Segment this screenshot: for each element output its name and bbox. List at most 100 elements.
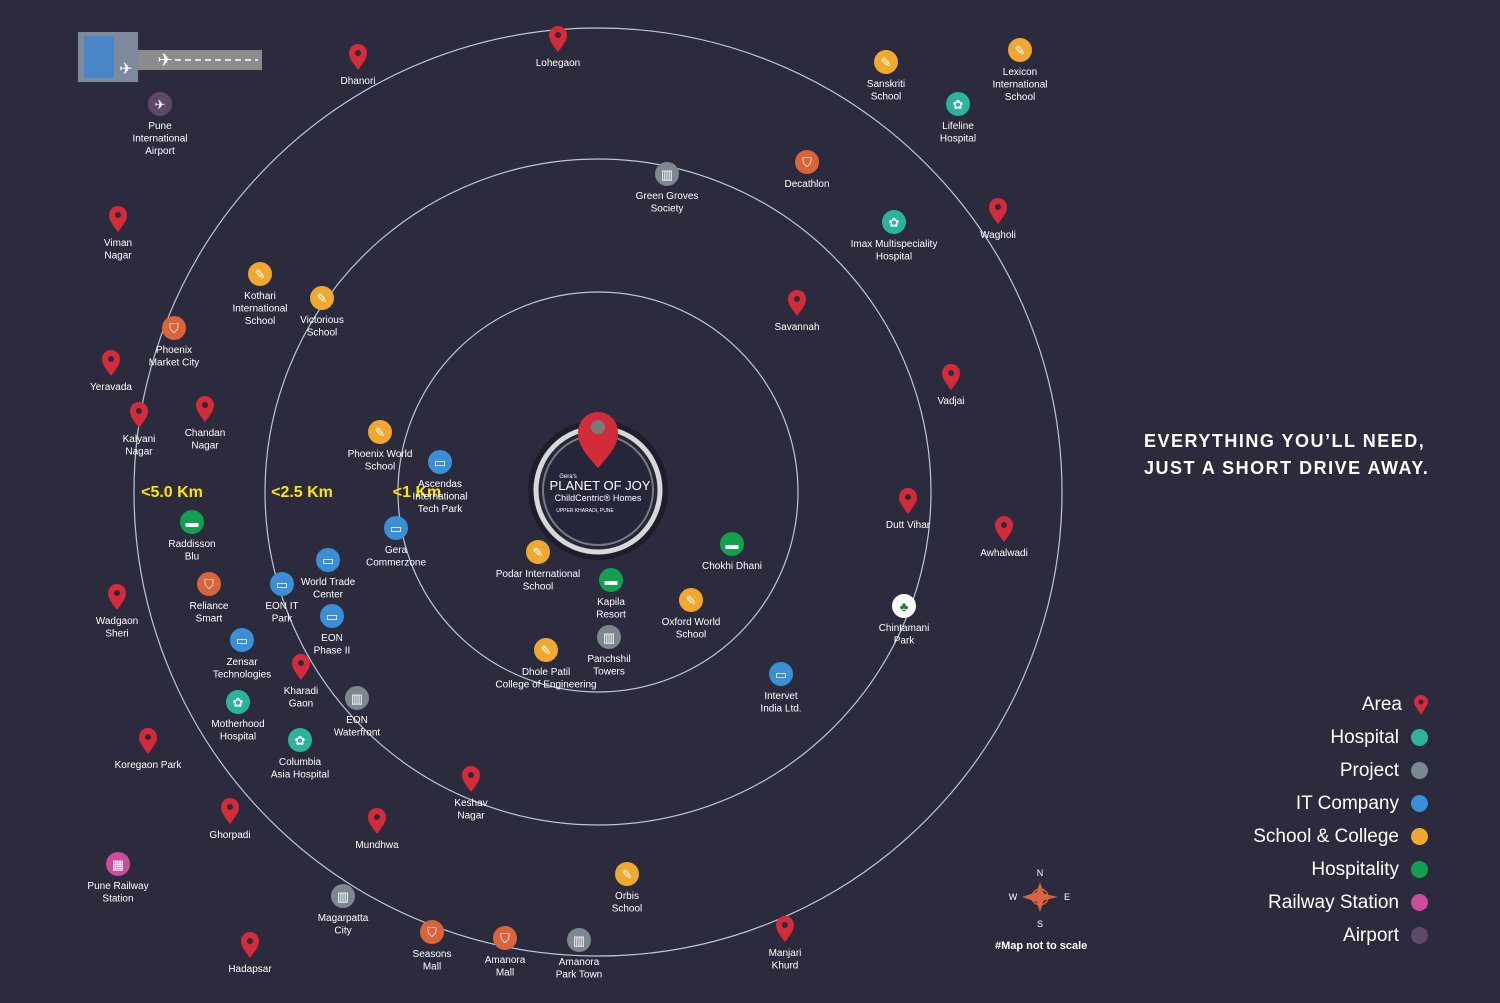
place-green-groves-society[interactable]: ▥ Green Groves Society xyxy=(636,162,699,215)
place-intervet-india-ltd[interactable]: ▭ Intervet India Ltd. xyxy=(760,662,802,715)
place-amanora-park-town[interactable]: ▥ Amanora Park Town xyxy=(556,928,603,981)
place-kalyani-nagar[interactable]: Kalyani Nagar xyxy=(123,402,156,458)
place-phoenix-market-city[interactable]: ⛉ Phoenix Market City xyxy=(149,316,200,369)
place-label: Technologies xyxy=(213,670,271,681)
place-label: Station xyxy=(102,894,133,905)
place-motherhood-hospital[interactable]: ✿ Motherhood Hospital xyxy=(211,690,265,743)
project-center-badge[interactable]: Gera's PLANET OF JOY ChildCentric® Homes… xyxy=(528,412,668,560)
place-ghorpadi[interactable]: Ghorpadi xyxy=(209,798,251,841)
place-label: Imax Multispeciality xyxy=(851,239,938,250)
place-dhole-patil-college-of-engineering[interactable]: ✎ Dhole Patil College of Engineering xyxy=(495,638,597,691)
area-pin-icon xyxy=(139,728,157,754)
place-phoenix-world-school[interactable]: ✎ Phoenix World School xyxy=(348,420,413,473)
shopping-icon xyxy=(162,316,186,340)
place-label: Dhole Patil xyxy=(522,667,570,678)
place-label: Center xyxy=(313,590,344,601)
place-chokhi-dhani[interactable]: ▬ Chokhi Dhani xyxy=(702,532,762,572)
shopping-icon xyxy=(795,150,819,174)
place-koregaon-park[interactable]: Koregaon Park xyxy=(115,728,183,771)
icon-glyph: ▥ xyxy=(603,630,615,645)
place-label: Panchshil xyxy=(587,654,630,665)
place-vadjai[interactable]: Vadjai xyxy=(937,364,965,407)
place-hadapsar[interactable]: Hadapsar xyxy=(228,932,272,975)
tagline: EVERYTHING YOU’LL NEED, JUST A SHORT DRI… xyxy=(1144,428,1429,482)
place-reliance-smart[interactable]: ⛉ Reliance Smart xyxy=(190,572,229,625)
tagline-line-1: EVERYTHING YOU’LL NEED, xyxy=(1144,431,1426,451)
place-dutt-vihar[interactable]: Dutt Vihar xyxy=(886,488,931,531)
place-pune-railway-station[interactable]: ▦ Pune Railway Station xyxy=(87,852,149,905)
pin-hole xyxy=(202,402,208,408)
place-amanora-mall[interactable]: ⛉ Amanora Mall xyxy=(485,926,526,979)
place-oxford-world-school[interactable]: ✎ Oxford World School xyxy=(662,588,721,641)
place-eon-phase-ii[interactable]: ▭ EON Phase II xyxy=(314,604,351,657)
school-icon xyxy=(679,588,703,612)
school-icon xyxy=(534,638,558,662)
place-label: Podar International xyxy=(496,569,581,580)
icon-glyph: ✿ xyxy=(889,215,900,230)
place-label: Chokhi Dhani xyxy=(702,561,762,572)
place-panchshil-towers[interactable]: ▥ Panchshil Towers xyxy=(587,625,631,678)
ring-label-1km: <1 Km xyxy=(393,484,441,501)
place-lifeline-hospital[interactable]: ✿ Lifeline Hospital xyxy=(940,92,976,145)
place-awhalwadi[interactable]: Awhalwadi xyxy=(980,516,1028,559)
place-manjari-khurd[interactable]: Manjari Khurd xyxy=(769,916,802,972)
place-dhanori[interactable]: Dhanori xyxy=(340,44,376,87)
school-icon xyxy=(248,262,272,286)
place-label: Zensar xyxy=(226,657,258,668)
place-lohegaon[interactable]: Lohegaon xyxy=(536,26,581,69)
place-kapila-resort[interactable]: ▬ Kapila Resort xyxy=(596,568,626,621)
runway-icon: ✈ ✈ xyxy=(78,32,262,82)
place-label: International xyxy=(132,134,187,145)
hospital-icon xyxy=(882,210,906,234)
place-viman-nagar[interactable]: Viman Nagar xyxy=(104,206,132,262)
place-zensar-technologies[interactable]: ▭ Zensar Technologies xyxy=(213,628,271,681)
place-magarpatta-city[interactable]: ▥ Magarpatta City xyxy=(318,884,369,937)
place-mundhwa[interactable]: Mundhwa xyxy=(355,808,399,851)
place-kharadi-gaon[interactable]: Kharadi Gaon xyxy=(284,654,318,710)
place-yeravada[interactable]: Yeravada xyxy=(90,350,132,393)
place-eon-waterfront[interactable]: ▥ EON Waterfront xyxy=(334,686,381,739)
icon-glyph: ✎ xyxy=(622,867,633,882)
place-wadgaon-sheri[interactable]: Wadgaon Sheri xyxy=(96,584,138,640)
place-label: Nagar xyxy=(125,447,153,458)
place-chandan-nagar[interactable]: Chandan Nagar xyxy=(185,396,226,452)
place-label: Savannah xyxy=(774,322,819,333)
place-label: Phoenix xyxy=(156,345,192,356)
place-chintamani-park[interactable]: ♣ Chintamani Park xyxy=(879,594,930,647)
legend-label: School & College xyxy=(1253,825,1399,847)
area-pin-icon xyxy=(462,766,480,792)
place-victorious-school[interactable]: ✎ Victorious School xyxy=(300,286,344,339)
place-imax-multispeciality-hospital[interactable]: ✿ Imax Multispeciality Hospital xyxy=(851,210,938,263)
legend-airport-dot-icon xyxy=(1411,927,1428,944)
place-label: Commerzone xyxy=(366,558,426,569)
place-columbia-asia-hospital[interactable]: ✿ Columbia Asia Hospital xyxy=(271,728,329,781)
place-decathlon[interactable]: ⛉ Decathlon xyxy=(784,150,830,190)
place-podar-international-school[interactable]: ✎ Podar International School xyxy=(496,540,581,593)
place-label: India Ltd. xyxy=(760,704,801,715)
place-orbis-school[interactable]: ✎ Orbis School xyxy=(612,862,643,915)
place-raddisson-blu[interactable]: ▬ Raddisson Blu xyxy=(168,510,216,563)
place-label: Reliance xyxy=(190,601,229,612)
icon-glyph: ⛉ xyxy=(204,577,214,592)
place-wagholi[interactable]: Wagholi xyxy=(980,198,1016,241)
it-icon xyxy=(769,662,793,686)
icon-glyph: ▦ xyxy=(112,857,124,872)
place-label: Ghorpadi xyxy=(209,830,250,841)
place-eon-it-park[interactable]: ▭ EON IT Park xyxy=(265,572,299,625)
icon-glyph: ▬ xyxy=(605,573,618,588)
place-label: Nagar xyxy=(104,251,132,262)
place-keshav-nagar[interactable]: Keshav Nagar xyxy=(454,766,488,822)
center-location: UPPER KHARADI, PUNE xyxy=(556,508,614,514)
place-gera-commerzone[interactable]: ▭ Gera Commerzone xyxy=(366,516,426,569)
place-sanskriti-school[interactable]: ✎ Sanskriti School xyxy=(867,50,905,103)
icon-glyph: ✎ xyxy=(255,267,266,282)
place-savannah[interactable]: Savannah xyxy=(774,290,820,333)
place-world-trade-center[interactable]: ▭ World Trade Center xyxy=(301,548,356,601)
place-label: Asia Hospital xyxy=(271,770,329,781)
legend-railway-dot-icon xyxy=(1411,894,1428,911)
place-seasons-mall[interactable]: ⛉ Seasons Mall xyxy=(413,920,452,973)
